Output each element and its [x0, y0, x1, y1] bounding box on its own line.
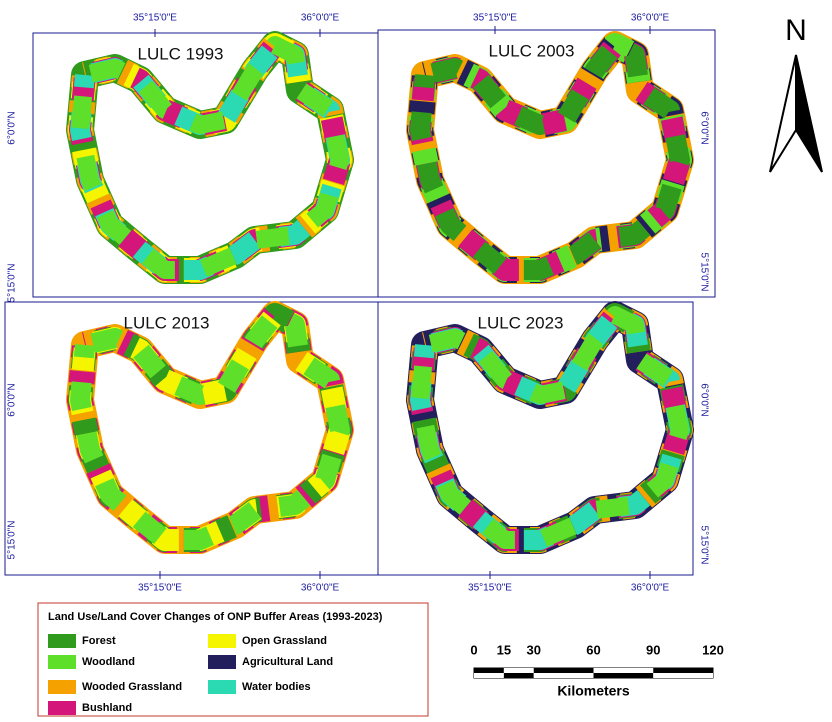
scale-tick-label: 90 — [646, 642, 660, 657]
scale-segment — [594, 668, 654, 673]
north-label: N — [785, 14, 807, 47]
legend-swatch — [48, 701, 76, 715]
scale-bar: 0 15 30 60 90 120 Kilometers — [470, 642, 723, 698]
north-arrow: N — [770, 14, 822, 172]
latitude-label: 5°15'0"N — [698, 526, 709, 565]
latitude-label: 5°15'0"N — [7, 264, 18, 303]
legend-swatch — [208, 634, 236, 648]
longitude-label: 36°0'0"E — [301, 583, 340, 594]
scale-segment — [594, 673, 654, 678]
panel-title: LULC 2003 — [488, 41, 574, 60]
scale-tick-label: 15 — [497, 642, 511, 657]
legend-label: Wooded Grassland — [82, 681, 182, 693]
arrow-right — [796, 55, 822, 172]
scale-tick-label: 30 — [527, 642, 541, 657]
scale-segment — [474, 668, 504, 673]
legend-label: Forest — [82, 635, 116, 647]
scale-segment — [504, 668, 534, 673]
panel-title: LULC 2023 — [477, 313, 563, 332]
scale-segment — [504, 673, 534, 678]
longitude-label: 36°0'0"E — [631, 13, 670, 24]
scale-unit: Kilometers — [557, 683, 630, 699]
latitude-label: 5°15'0"N — [7, 521, 18, 560]
longitude-label: 35°15'0"E — [473, 13, 517, 24]
legend-label: Woodland — [82, 656, 135, 668]
scale-segment — [534, 668, 594, 673]
latitude-label: 6°0'0"N — [7, 383, 18, 416]
legend-label: Water bodies — [242, 681, 311, 693]
map-panel: LULC 2003 35°15'0"E 36°0'0"E 6°0'0"N 5°15'0"… — [378, 13, 715, 297]
scale-tick-label: 120 — [702, 642, 724, 657]
longitude-label: 35°15'0"E — [133, 13, 177, 24]
legend-label: Bushland — [82, 702, 132, 714]
latitude-label: 6°0'0"N — [698, 383, 709, 416]
legend-label: Open Grassland — [242, 635, 327, 647]
longitude-label: 35°15'0"E — [468, 583, 512, 594]
arrow-left — [770, 55, 796, 172]
scale-tick-label: 0 — [470, 642, 477, 657]
map-panel: LULC 1993 35°15'0"E 36°0'0"E 6°0'0"N 5°15'0"… — [7, 13, 378, 303]
legend-label: Agricultural Land — [242, 656, 333, 668]
longitude-label: 36°0'0"E — [631, 583, 670, 594]
legend-swatch — [48, 634, 76, 648]
scale-tick-label: 60 — [586, 642, 600, 657]
legend-swatch — [208, 655, 236, 669]
longitude-label: 35°15'0"E — [138, 583, 182, 594]
legend-swatch — [208, 680, 236, 694]
latitude-label: 6°0'0"N — [7, 111, 18, 144]
map-panel: LULC 2013 35°15'0"E 36°0'0"E 6°0'0"N 5°15'0"… — [5, 302, 378, 594]
scale-segment — [653, 668, 713, 673]
scale-segment — [653, 673, 713, 678]
latitude-label: 6°0'0"N — [698, 111, 709, 144]
legend-swatch — [48, 680, 76, 694]
map-figure: LULC 1993 35°15'0"E 36°0'0"E 6°0'0"N 5°15'0"… — [0, 0, 832, 717]
legend-swatch — [48, 655, 76, 669]
panel-title: LULC 2013 — [123, 313, 209, 332]
map-panel: LULC 2023 35°15'0"E 36°0'0"E 6°0'0"N 5°15'0"… — [378, 302, 709, 594]
panel-title: LULC 1993 — [137, 44, 223, 63]
legend-title: Land Use/Land Cover Changes of ONP Buffe… — [48, 611, 383, 623]
scale-segment — [474, 673, 504, 678]
scale-segment — [534, 673, 594, 678]
panels: LULC 1993 35°15'0"E 36°0'0"E 6°0'0"N 5°15'0"… — [5, 13, 715, 594]
latitude-label: 5°15'0"N — [698, 253, 709, 292]
longitude-label: 36°0'0"E — [301, 13, 340, 24]
